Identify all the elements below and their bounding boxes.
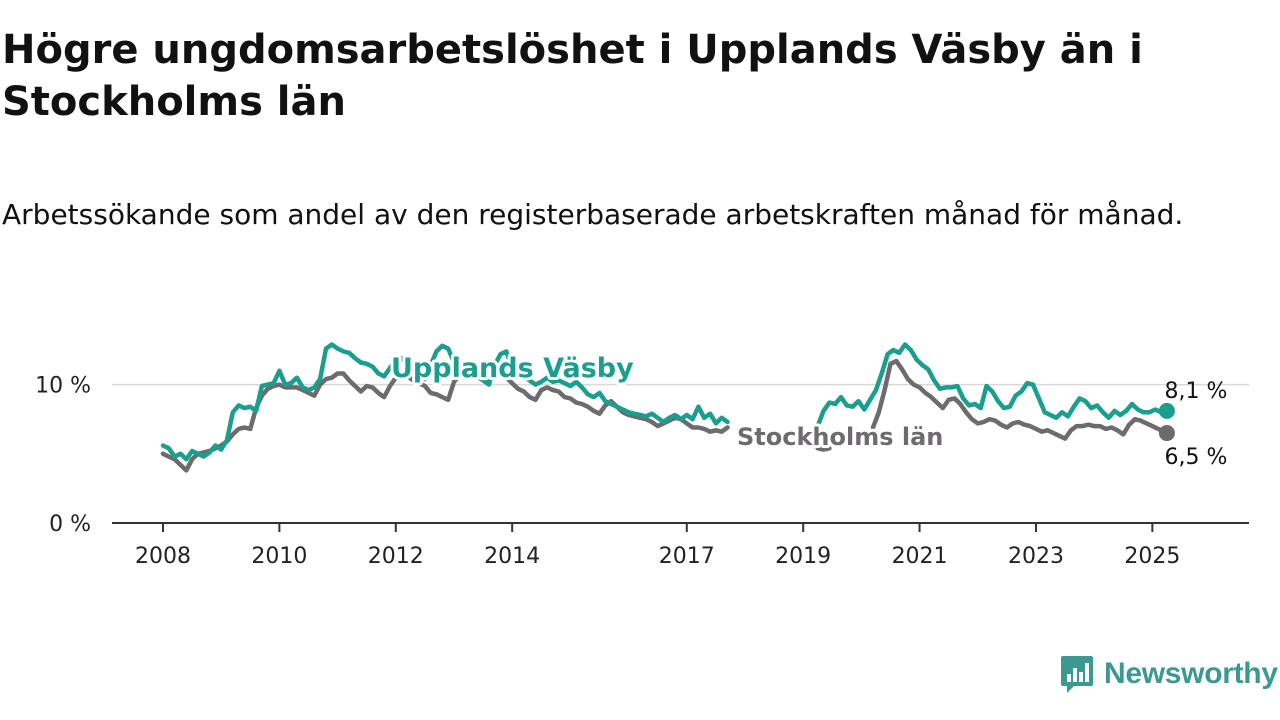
series-line-stockholms-lan-0 — [160, 369, 730, 473]
series-line-stockholms-lan-1 — [815, 446, 832, 452]
series-line-stockholms-lan-2 — [870, 358, 1170, 441]
series-line-upplands-vasby-1 — [815, 342, 1170, 429]
brand-logo: Newsworthy — [1060, 654, 1278, 694]
chart-title: Högre ungdomsarbetslöshet i Upplands Väs… — [2, 27, 1143, 125]
x-tick-label: 2021 — [892, 544, 948, 569]
end-label-stockholms-lan: 6,5 % — [1165, 445, 1228, 470]
newsworthy-logo-icon — [1061, 656, 1093, 693]
annotations: Upplands Väsby Stockholms län 8,1 % 6,5 … — [388, 350, 1228, 470]
x-tick-label: 2010 — [251, 544, 307, 569]
annotation-stockholms-lan: Stockholms län — [737, 423, 943, 451]
y-axis-ticks: 0 % 10 % — [35, 374, 91, 537]
end-marker-upplands-vasby — [1158, 402, 1175, 419]
end-label-upplands-vasby: 8,1 % — [1165, 379, 1228, 404]
end-marker-stockholms-lan — [1158, 425, 1175, 442]
y-tick-label: 0 % — [49, 512, 91, 537]
series-line-upplands-vasby-0 — [160, 342, 730, 462]
x-axis-ticks: 2008 2010 2012 2014 2017 2019 2021 2023 2025 — [135, 523, 1180, 569]
x-tick-label: 2012 — [368, 544, 424, 569]
chart-subtitle: Arbetssökande som andel av den registerb… — [2, 198, 1184, 231]
end-markers — [1158, 402, 1175, 442]
y-tick-label: 10 % — [35, 374, 91, 399]
brand-name: Newsworthy — [1104, 657, 1278, 690]
x-tick-label: 2023 — [1008, 544, 1064, 569]
x-tick-label: 2014 — [484, 544, 540, 569]
series-lines — [160, 342, 1170, 473]
x-tick-label: 2008 — [135, 544, 191, 569]
x-tick-label: 2019 — [775, 544, 831, 569]
x-tick-label: 2025 — [1124, 544, 1180, 569]
annotation-upplands-vasby: Upplands Väsby — [391, 353, 634, 384]
x-tick-label: 2017 — [659, 544, 715, 569]
